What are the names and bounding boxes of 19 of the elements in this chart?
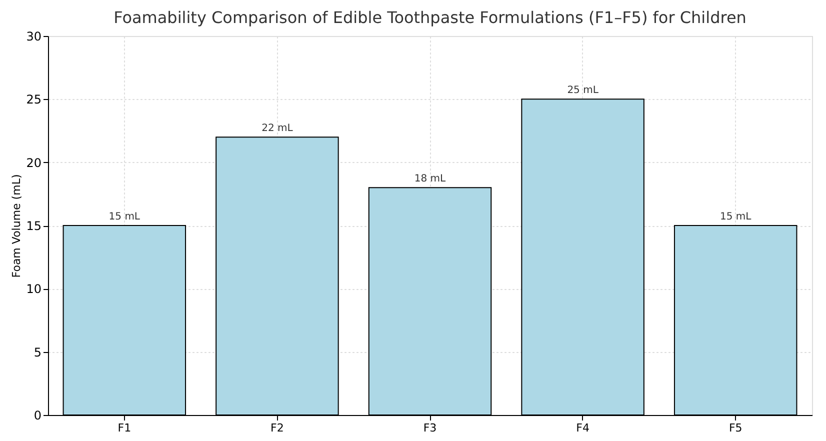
data-label: 15 mL [108, 212, 140, 222]
x-tick-label: F3 [423, 422, 437, 434]
data-label: 25 mL [567, 85, 599, 96]
y-tick-label: 0 [34, 408, 42, 422]
y-tick-label: 20 [26, 156, 42, 170]
y-tick-label: 10 [26, 282, 42, 296]
y-axis-title: Foam Volume (mL) [10, 174, 24, 278]
x-tick-label: F1 [118, 422, 132, 434]
x-tick-label: F2 [270, 422, 284, 434]
data-label: 15 mL [720, 212, 752, 222]
x-tick-label: F5 [728, 422, 742, 434]
y-tick-label: 25 [26, 92, 42, 107]
data-label: 18 mL [414, 174, 446, 185]
y-tick-label: 30 [26, 30, 42, 44]
y-tick-label: 15 [26, 219, 42, 233]
data-label: 22 mL [262, 123, 294, 134]
chart-title: Foamability Comparison of Edible Toothpaste Formulations (F1–F5) for Children [114, 8, 746, 27]
x-tick-label: F4 [576, 422, 590, 434]
y-tick-label: 5 [34, 345, 42, 360]
